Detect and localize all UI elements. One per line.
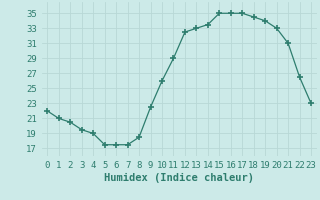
X-axis label: Humidex (Indice chaleur): Humidex (Indice chaleur) xyxy=(104,173,254,183)
